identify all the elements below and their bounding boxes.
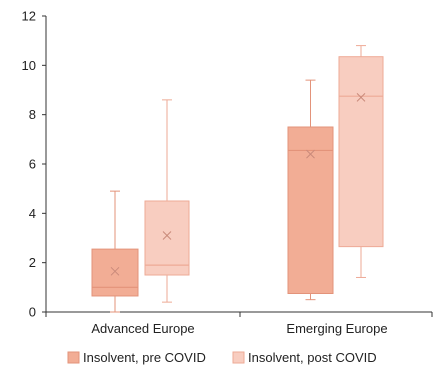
box-1-0 bbox=[287, 79, 334, 301]
legend-label-pre-covid: Insolvent, pre COVID bbox=[83, 350, 206, 365]
box-0-0 bbox=[91, 190, 139, 313]
category-label-advanced-europe: Advanced Europe bbox=[91, 321, 194, 336]
legend: Insolvent, pre COVID Insolvent, post COV… bbox=[67, 350, 377, 365]
legend-swatch-post-covid bbox=[232, 351, 245, 364]
iqr-box bbox=[338, 56, 384, 248]
mean-marker bbox=[306, 149, 315, 159]
iqr-box bbox=[144, 200, 190, 276]
y-tick-label: 12 bbox=[22, 9, 36, 24]
box-1-1 bbox=[338, 45, 384, 278]
mean-marker bbox=[110, 266, 120, 276]
legend-swatch-pre-covid bbox=[67, 351, 80, 364]
mean-marker bbox=[356, 93, 366, 102]
iqr-box bbox=[287, 126, 334, 294]
y-tick-label: 8 bbox=[29, 107, 36, 122]
y-tick-label: 6 bbox=[29, 157, 36, 172]
y-tick-label: 2 bbox=[29, 255, 36, 270]
mean-marker bbox=[162, 231, 172, 240]
box-0-1 bbox=[144, 99, 190, 303]
y-tick-label: 0 bbox=[29, 305, 36, 320]
category-labels: Advanced Europe Emerging Europe bbox=[91, 321, 387, 336]
legend-label-post-covid: Insolvent, post COVID bbox=[248, 350, 377, 365]
y-tick-label: 4 bbox=[29, 206, 36, 221]
y-tick-label: 10 bbox=[22, 58, 36, 73]
boxes bbox=[91, 45, 384, 313]
iqr-box bbox=[91, 248, 139, 297]
category-label-emerging-europe: Emerging Europe bbox=[286, 321, 387, 336]
